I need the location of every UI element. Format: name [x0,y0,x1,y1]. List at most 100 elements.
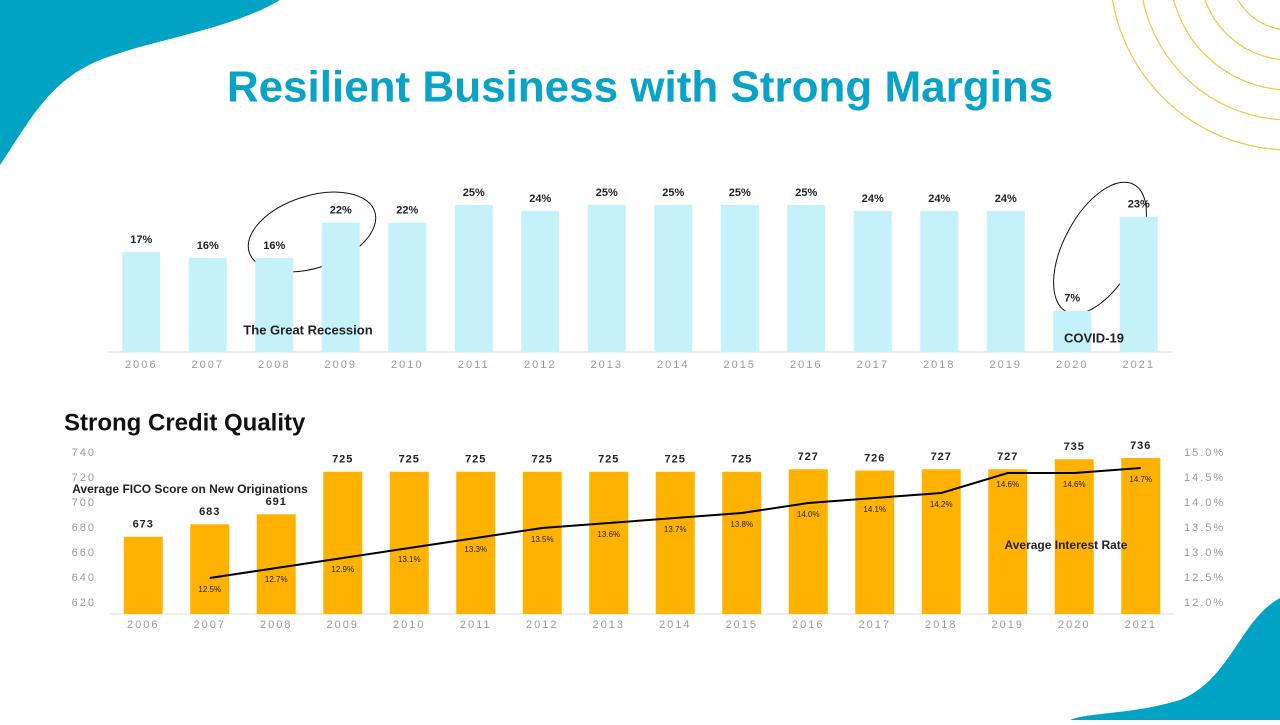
value-label: 24% [995,193,1017,205]
x-tick-label: 2015 [724,359,756,371]
x-tick-label: 2012 [526,619,558,631]
value-label: 13.5% [531,535,554,544]
bar [855,470,895,614]
bar [388,222,427,352]
value-label: 25% [596,187,618,199]
bar [323,471,363,614]
value-label: 12.7% [265,575,288,584]
x-tick-label: 2006 [127,619,159,631]
x-tick-label: 2009 [325,359,357,371]
x-tick-label: 2014 [657,359,689,371]
x-tick-label: 2018 [923,359,955,371]
x-tick-label: 2017 [857,359,889,371]
bar [654,205,693,352]
x-tick-label: 2019 [990,359,1022,371]
value-label: 24% [529,193,551,205]
bar [321,222,360,352]
value-label: 727 [931,451,952,463]
x-tick-label: 2015 [726,619,758,631]
y-tick-label: 620 [72,597,96,609]
y2-tick-label: 12.0% [1184,597,1225,609]
value-label: 727 [798,451,819,463]
x-tick-label: 2007 [192,359,224,371]
value-label: 22% [396,205,418,217]
bar [853,210,892,352]
bar [722,471,762,614]
legend-label: Average FICO Score on New Originations [72,482,308,496]
value-label: 691 [266,496,287,508]
value-label: 727 [997,451,1018,463]
value-label: 12.5% [198,585,221,594]
value-label: 12.9% [331,565,354,574]
bar [988,469,1028,614]
value-label: 13.8% [730,520,753,529]
x-tick-label: 2016 [790,359,822,371]
value-label: 13.7% [664,525,687,534]
y2-tick-label: 14.0% [1184,497,1225,509]
arcs [1111,0,1280,151]
x-tick-label: 2011 [458,359,490,371]
x-tick-label: 2006 [125,359,157,371]
chart-title: Strong Credit Quality [64,409,306,436]
value-label: 736 [1130,440,1151,452]
y-tick-label: 700 [72,497,96,509]
x-tick-label: 2012 [524,359,556,371]
x-tick-label: 2013 [591,359,623,371]
y2-tick-label: 12.5% [1184,572,1225,584]
bar [389,471,429,614]
value-label: 14.1% [863,505,886,514]
value-label: 13.3% [464,545,487,554]
value-label: 25% [729,187,751,199]
x-tick-label: 2011 [460,619,492,631]
bar [788,469,828,614]
x-tick-label: 2020 [1056,359,1088,371]
annotation: COVID-19 [1064,330,1124,345]
x-tick-label: 2008 [258,359,290,371]
x-tick-label: 2018 [925,619,957,631]
value-label: 23% [1128,199,1150,211]
x-tick-label: 2019 [992,619,1024,631]
value-label: 14.6% [996,480,1019,489]
line [209,467,1141,579]
value-label: 725 [332,454,353,466]
bar [1053,310,1092,352]
y2-tick-label: 13.0% [1184,547,1225,559]
bar [190,524,230,614]
x-tick-label: 2020 [1058,619,1090,631]
bar [454,205,493,352]
value-label: 24% [862,193,884,205]
value-label: 725 [598,454,619,466]
value-label: 14.2% [930,500,953,509]
bar [122,252,161,352]
bar [188,257,227,352]
value-label: 17% [130,234,152,246]
value-label: 725 [399,454,420,466]
y2-tick-label: 14.5% [1184,472,1225,484]
corner-blob [1070,598,1280,720]
bar [589,471,629,614]
value-label: 24% [928,193,950,205]
slide-title: Resilient Business with Strong Margins [227,63,1053,112]
bar [921,469,961,614]
x-tick-label: 2010 [391,359,423,371]
value-label: 14.6% [1063,480,1086,489]
annotation: The Great Recession [243,322,372,337]
value-label: 14.0% [797,510,820,519]
value-label: 735 [1064,441,1085,453]
value-label: 25% [795,187,817,199]
bar [123,536,163,614]
x-tick-label: 2017 [859,619,891,631]
x-tick-label: 2009 [327,619,359,631]
bar [256,514,296,614]
bar [655,471,695,614]
corner-blob [0,0,280,165]
value-label: 25% [463,187,485,199]
bar [255,257,294,352]
bar [787,205,826,352]
legend-label: Average Interest Rate [1005,538,1128,552]
bar [587,205,626,352]
bar [522,471,562,614]
bar [521,210,560,352]
